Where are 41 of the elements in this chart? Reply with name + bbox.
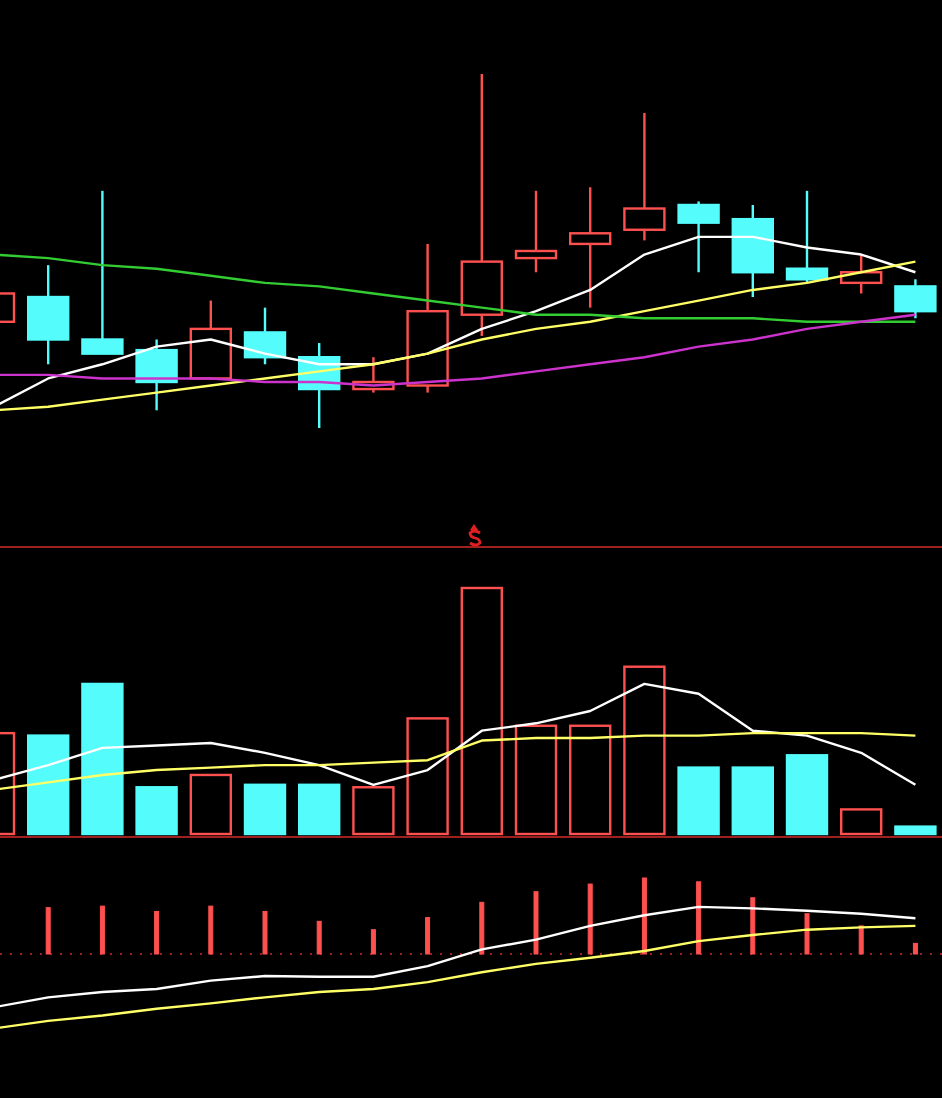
bar — [352, 786, 395, 836]
bar — [425, 917, 431, 955]
bar — [804, 913, 810, 955]
bar — [208, 905, 214, 955]
bar — [677, 766, 720, 836]
bar — [243, 783, 287, 836]
bar — [406, 717, 449, 836]
bar — [731, 766, 774, 836]
candlestick — [460, 72, 503, 338]
bar — [262, 910, 268, 955]
bar — [316, 920, 322, 955]
bar — [623, 665, 666, 836]
candlestick — [677, 200, 720, 274]
bar — [750, 897, 756, 955]
bar — [460, 586, 503, 836]
bar — [370, 929, 376, 955]
bar — [696, 881, 702, 955]
candlestick — [27, 263, 70, 366]
bar — [533, 891, 539, 955]
bar — [45, 907, 51, 955]
candlestick — [623, 111, 666, 242]
candlestick — [894, 278, 937, 320]
bar — [912, 942, 918, 955]
bar — [479, 901, 485, 955]
bar — [641, 877, 647, 955]
candlestick — [569, 186, 612, 309]
bar — [99, 905, 105, 955]
bar — [27, 734, 70, 836]
bar — [298, 783, 341, 836]
bar — [785, 754, 829, 836]
bar — [81, 682, 124, 836]
bar — [840, 808, 883, 836]
bar — [587, 883, 593, 955]
bar — [894, 825, 937, 836]
candlestick — [406, 242, 449, 394]
candlestick — [352, 356, 395, 394]
bar — [189, 773, 232, 836]
bar — [135, 786, 178, 836]
bar — [569, 724, 612, 836]
bar — [154, 910, 160, 955]
bar — [514, 724, 558, 836]
